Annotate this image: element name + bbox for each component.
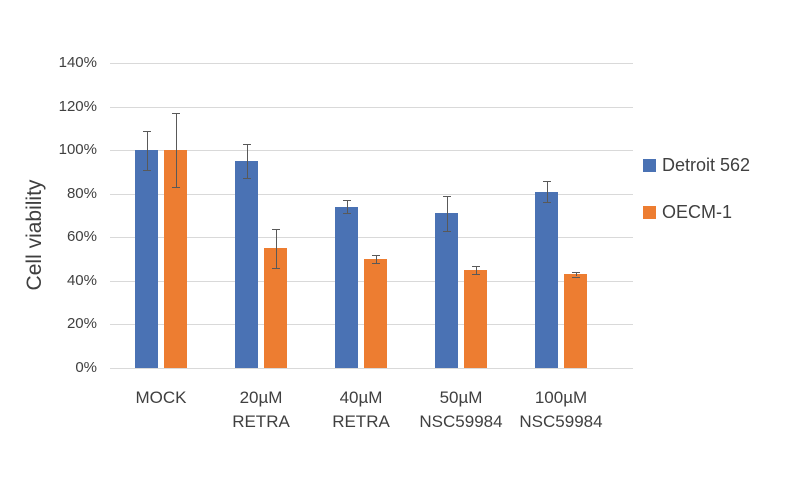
- x-category-label: 40µM RETRA: [296, 386, 426, 434]
- error-bar-cap: [271, 267, 280, 269]
- legend-label: Detroit 562: [662, 155, 751, 175]
- bar-oecm-1-0: [164, 150, 187, 368]
- gridline: [110, 63, 633, 64]
- legend-label: OECM-1: [662, 202, 733, 222]
- y-tick-label: 80%: [66, 184, 97, 202]
- error-bar-cap: [542, 180, 551, 182]
- bar-oecm-1-2: [364, 259, 387, 368]
- error-bar-cap: [171, 187, 180, 189]
- error-bar: [546, 180, 548, 203]
- x-category-label-line: RETRA: [232, 412, 290, 431]
- y-tick-label: 120%: [58, 97, 97, 115]
- gridline: [110, 150, 633, 152]
- x-category-label-line: 40µM: [339, 388, 383, 407]
- bar-detroit-562-0: [135, 150, 158, 368]
- legend-swatch-icon: [643, 206, 656, 219]
- bar-oecm-1-3: [464, 269, 487, 368]
- error-bar: [575, 272, 577, 277]
- error-bar-cap: [371, 254, 380, 256]
- bar-oecm-1-1: [264, 248, 287, 368]
- x-category-label-line: 100µM: [534, 388, 588, 407]
- bar-detroit-562-3: [435, 213, 458, 368]
- legend: Detroit 562 OECM-1: [643, 155, 750, 249]
- error-bar-cap: [442, 195, 451, 197]
- error-bar-cap: [571, 276, 580, 278]
- error-bar: [475, 265, 477, 275]
- error-bar: [375, 254, 377, 264]
- error-bar-cap: [271, 228, 280, 230]
- y-tick-label: 140%: [58, 54, 97, 71]
- error-bar: [175, 113, 177, 188]
- error-bar-cap: [142, 169, 151, 171]
- error-bar: [275, 228, 277, 268]
- y-tick-label: 20%: [66, 315, 97, 333]
- x-axis-line: [110, 368, 633, 369]
- error-bar-cap: [371, 263, 380, 265]
- bar-detroit-562-2: [335, 206, 358, 368]
- error-bar-cap: [142, 130, 151, 132]
- x-category-label: 50µM NSC59984: [396, 386, 526, 434]
- x-category-label-line: 20µM: [239, 388, 283, 407]
- error-bar: [246, 143, 248, 179]
- plot-area: [110, 63, 633, 369]
- error-bar-cap: [471, 274, 480, 276]
- error-bar-cap: [542, 202, 551, 204]
- x-category-label-line: RETRA: [332, 412, 390, 431]
- error-bar-cap: [242, 178, 251, 180]
- y-tick-label: 40%: [66, 271, 97, 289]
- error-bar-cap: [171, 113, 180, 115]
- bar-detroit-562-1: [235, 161, 258, 368]
- x-category-label-line: NSC59984: [519, 412, 603, 431]
- x-category-label-line: 50µM: [439, 388, 483, 407]
- error-bar-cap: [342, 213, 351, 215]
- x-category-label: 100µM NSC59984: [496, 386, 626, 434]
- error-bar-cap: [471, 265, 480, 267]
- y-tick-label: 0%: [75, 359, 97, 376]
- x-category-label-line: MOCK: [135, 388, 187, 407]
- error-bar-cap: [442, 230, 451, 232]
- error-bar-cap: [342, 200, 351, 202]
- legend-swatch-icon: [643, 159, 656, 172]
- error-bar: [446, 195, 448, 231]
- error-bar-cap: [242, 143, 251, 145]
- legend-entry: OECM-1: [643, 202, 750, 223]
- gridline: [110, 237, 633, 239]
- error-bar: [146, 130, 148, 170]
- gridline: [110, 106, 633, 108]
- x-category-label: MOCK: [96, 386, 226, 410]
- gridline: [110, 193, 633, 195]
- x-category-label: 20µM RETRA: [196, 386, 326, 434]
- bar-oecm-1-4: [564, 274, 587, 368]
- legend-entry: Detroit 562: [643, 155, 750, 176]
- error-bar-cap: [571, 272, 580, 274]
- y-tick-label: 100%: [58, 141, 97, 159]
- error-bar: [346, 200, 348, 214]
- y-tick-label: 60%: [66, 228, 97, 246]
- x-category-label-line: NSC59984: [419, 412, 503, 431]
- bar-detroit-562-4: [535, 191, 558, 368]
